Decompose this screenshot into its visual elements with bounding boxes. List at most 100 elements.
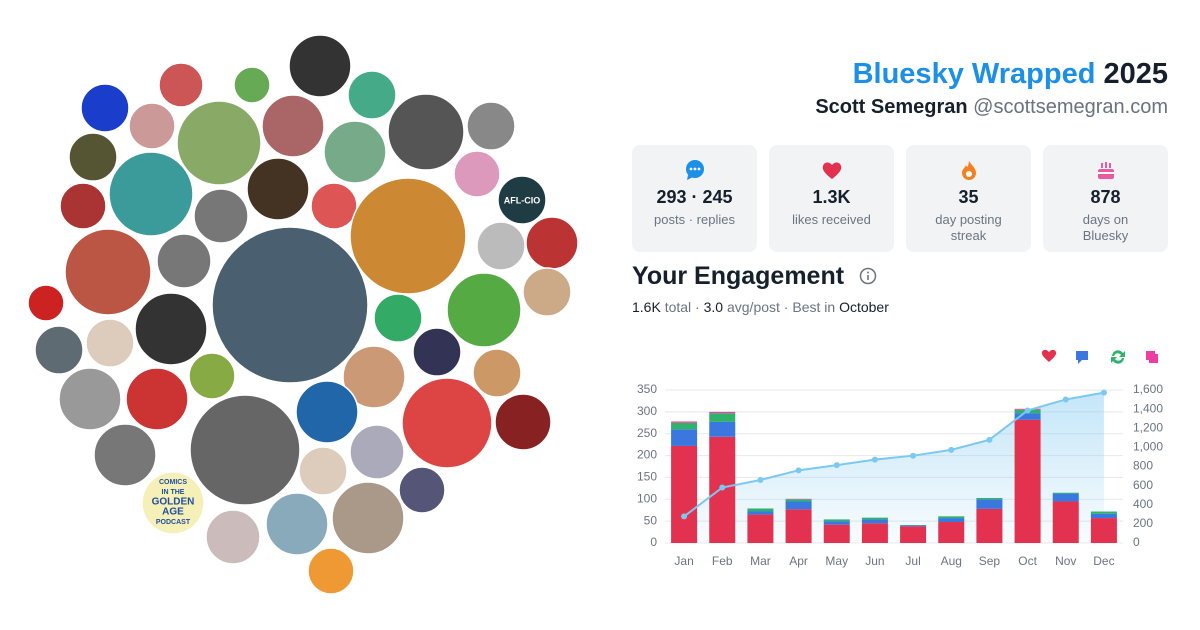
user: Scott Semegran @scottsemegran.com (815, 96, 1168, 119)
legend-icon[interactable] (1146, 351, 1158, 363)
summary-total: 1.6K (632, 299, 661, 315)
avatar (349, 424, 405, 480)
avatar (265, 492, 329, 556)
avatar (64, 228, 152, 316)
avatar (373, 293, 423, 343)
avatar-label: AGE (162, 507, 184, 518)
x-tick-label: Nov (1055, 554, 1076, 568)
bar-segment (747, 514, 774, 543)
x-tick-label: Sep (979, 554, 1001, 568)
bar-segment (785, 509, 812, 543)
stat-card: 878 days on Bluesky (1043, 145, 1168, 252)
avatar (310, 182, 358, 230)
info-icon[interactable] (859, 267, 877, 285)
avatar (59, 182, 107, 230)
avatar (295, 380, 359, 444)
stat-label: day posting streak (935, 212, 1002, 243)
avatar (466, 101, 516, 151)
bar-segment (938, 518, 965, 523)
x-tick-label: Mar (750, 554, 771, 568)
x-tick-label: Jun (865, 554, 884, 568)
bar-segment (709, 411, 736, 414)
avatar (453, 150, 501, 198)
avatar (58, 367, 122, 431)
avatar (472, 348, 522, 398)
avatar-label: IN THE (162, 489, 185, 496)
line-marker (757, 476, 764, 483)
avatar (261, 94, 325, 158)
y2-tick-label: 1,400 (1133, 401, 1163, 415)
y-tick-label: 50 (644, 513, 658, 527)
avatar (349, 177, 467, 295)
y2-tick-label: 1,000 (1133, 440, 1163, 454)
avatar (307, 547, 355, 595)
bar-segment (938, 522, 965, 543)
y2-tick-label: 1,200 (1133, 420, 1163, 434)
title-year: 2025 (1103, 58, 1168, 90)
line-marker (1062, 396, 1069, 403)
line-marker (910, 452, 917, 459)
line-marker (795, 467, 802, 474)
y-tick-label: 200 (637, 448, 657, 462)
x-tick-label: Jul (905, 554, 920, 568)
title-brand: Bluesky Wrapped (852, 58, 1096, 90)
stat-card: 35 day posting streak (906, 145, 1031, 252)
bar-segment (1090, 511, 1117, 514)
stat-value: 293 · 245 (656, 187, 733, 207)
stat-card: 293 · 245 posts · replies (632, 145, 757, 252)
streak-icon (961, 161, 976, 180)
avatar (211, 226, 369, 384)
bar-segment (1052, 492, 1079, 494)
summary-text: avg/post (726, 299, 780, 315)
y-tick-label: 0 (650, 535, 657, 549)
bar-segment (861, 519, 888, 524)
section-title-text: Your Engagement (632, 262, 845, 290)
avatar (141, 471, 205, 535)
avatar-label: COMICS (159, 479, 187, 486)
legend-icon[interactable] (1076, 351, 1088, 364)
avatar (347, 70, 397, 120)
line-marker (681, 513, 688, 520)
bar-segment (671, 445, 698, 543)
avatar (342, 345, 406, 409)
bar-segment (900, 526, 927, 543)
bar-segment (938, 516, 965, 519)
line-marker (719, 484, 726, 491)
avatar (68, 132, 118, 182)
y2-tick-label: 400 (1133, 497, 1153, 511)
bar-segment (976, 497, 1003, 500)
bar-segment (823, 521, 850, 525)
avatar (93, 423, 157, 487)
bar-segment (1090, 518, 1117, 543)
avatar (108, 151, 194, 237)
legend-icon[interactable] (1111, 350, 1125, 364)
summary-best: October (839, 299, 889, 315)
x-tick-label: Feb (712, 554, 733, 568)
bar-segment (1090, 513, 1117, 519)
avatar-label: AFL-CIO (504, 195, 541, 205)
section-title: Your Engagement (632, 262, 877, 291)
avatar (134, 292, 208, 366)
likes-icon (822, 162, 841, 179)
stat-value: 878 (1090, 187, 1121, 207)
avatar (193, 188, 249, 244)
stat-label: likes received (792, 212, 871, 227)
x-tick-label: Oct (1018, 554, 1037, 568)
avatar (176, 100, 262, 186)
bar-segment (785, 499, 812, 502)
avatar (246, 157, 310, 221)
bar-segment (747, 511, 774, 515)
avatar (387, 93, 465, 171)
stat-value: 1.3K (812, 187, 851, 207)
cake-icon (1097, 162, 1114, 179)
avatar (80, 83, 130, 133)
line-marker (948, 446, 955, 453)
summary-text: total (664, 299, 692, 315)
title: Bluesky Wrapped 2025 (853, 58, 1168, 91)
legend-icon[interactable] (1041, 349, 1057, 362)
bar-segment (709, 413, 736, 422)
avatar (85, 318, 135, 368)
line-marker (1100, 389, 1107, 396)
bar-segment (861, 517, 888, 520)
y-tick-label: 100 (637, 491, 657, 505)
